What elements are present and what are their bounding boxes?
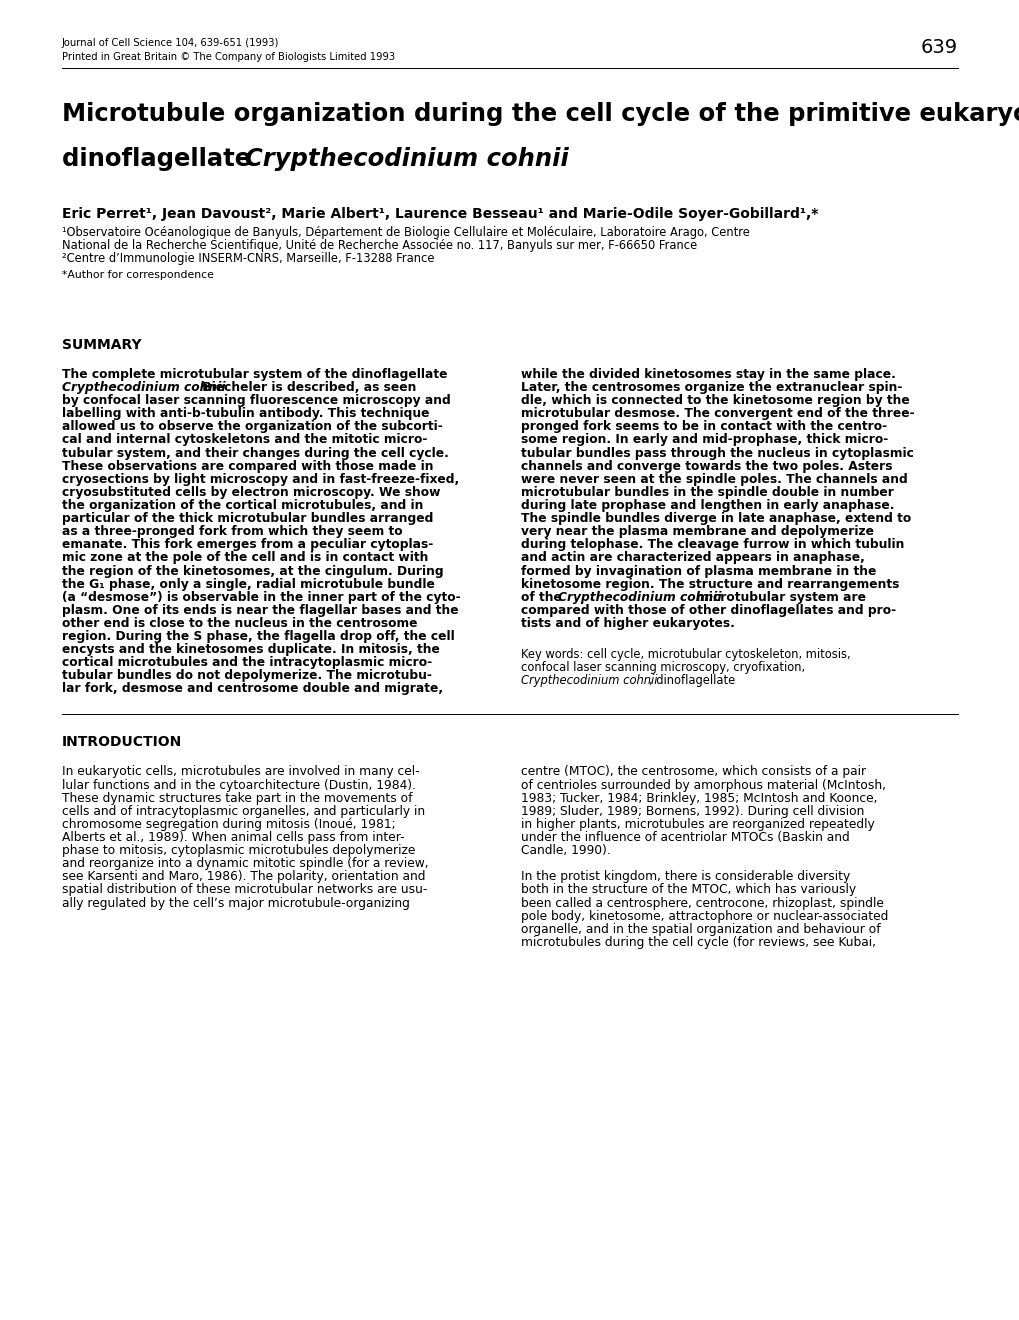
Text: Later, the centrosomes organize the extranuclear spin-: Later, the centrosomes organize the extr… xyxy=(521,381,902,395)
Text: Crypthecodinium cohnii: Crypthecodinium cohnii xyxy=(245,147,569,172)
Text: pole body, kinetosome, attractophore or nuclear-associated: pole body, kinetosome, attractophore or … xyxy=(521,909,888,923)
Text: chromosome segregation during mitosis (Inoué, 1981;: chromosome segregation during mitosis (I… xyxy=(62,818,395,832)
Text: microtubules during the cell cycle (for reviews, see Kubai,: microtubules during the cell cycle (for … xyxy=(521,936,875,949)
Text: Crypthecodinium cohnii: Crypthecodinium cohnii xyxy=(521,675,657,686)
Text: dinoflagellate: dinoflagellate xyxy=(62,147,260,172)
Text: in higher plants, microtubules are reorganized repeatedly: in higher plants, microtubules are reorg… xyxy=(521,818,874,830)
Text: cells and of intracytoplasmic organelles, and particularly in: cells and of intracytoplasmic organelles… xyxy=(62,805,425,818)
Text: during telophase. The cleavage furrow in which tubulin: during telophase. The cleavage furrow in… xyxy=(521,539,904,552)
Text: Crypthecodinium cohnii: Crypthecodinium cohnii xyxy=(62,381,225,395)
Text: Printed in Great Britain © The Company of Biologists Limited 1993: Printed in Great Britain © The Company o… xyxy=(62,51,394,62)
Text: The spindle bundles diverge in late anaphase, extend to: The spindle bundles diverge in late anap… xyxy=(521,512,910,525)
Text: In eukaryotic cells, microtubules are involved in many cel-: In eukaryotic cells, microtubules are in… xyxy=(62,766,419,779)
Text: cortical microtubules and the intracytoplasmic micro-: cortical microtubules and the intracytop… xyxy=(62,656,432,669)
Text: been called a centrosphere, centrocone, rhizoplast, spindle: been called a centrosphere, centrocone, … xyxy=(521,896,883,909)
Text: the region of the kinetosomes, at the cingulum. During: the region of the kinetosomes, at the ci… xyxy=(62,565,443,578)
Text: Key words: cell cycle, microtubular cytoskeleton, mitosis,: Key words: cell cycle, microtubular cyto… xyxy=(521,648,850,661)
Text: phase to mitosis, cytoplasmic microtubules depolymerize: phase to mitosis, cytoplasmic microtubul… xyxy=(62,843,415,857)
Text: spatial distribution of these microtubular networks are usu-: spatial distribution of these microtubul… xyxy=(62,883,427,896)
Text: centre (MTOC), the centrosome, which consists of a pair: centre (MTOC), the centrosome, which con… xyxy=(521,766,865,779)
Text: under the influence of acentriolar MTOCs (Baskin and: under the influence of acentriolar MTOCs… xyxy=(521,832,849,843)
Text: tubular bundles pass through the nucleus in cytoplasmic: tubular bundles pass through the nucleus… xyxy=(521,446,913,459)
Text: very near the plasma membrane and depolymerize: very near the plasma membrane and depoly… xyxy=(521,525,873,539)
Text: labelling with anti-b-tubulin antibody. This technique: labelling with anti-b-tubulin antibody. … xyxy=(62,408,429,420)
Text: other end is close to the nucleus in the centrosome: other end is close to the nucleus in the… xyxy=(62,616,417,630)
Text: In the protist kingdom, there is considerable diversity: In the protist kingdom, there is conside… xyxy=(521,870,850,883)
Text: Biecheler is described, as seen: Biecheler is described, as seen xyxy=(198,381,416,395)
Text: as a three-pronged fork from which they seem to: as a three-pronged fork from which they … xyxy=(62,525,403,539)
Text: channels and converge towards the two poles. Asters: channels and converge towards the two po… xyxy=(521,459,892,473)
Text: These dynamic structures take part in the movements of: These dynamic structures take part in th… xyxy=(62,792,412,805)
Text: plasm. One of its ends is near the flagellar bases and the: plasm. One of its ends is near the flage… xyxy=(62,603,459,616)
Text: lular functions and in the cytoarchitecture (Dustin, 1984).: lular functions and in the cytoarchitect… xyxy=(62,779,416,792)
Text: microtubular bundles in the spindle double in number: microtubular bundles in the spindle doub… xyxy=(521,486,893,499)
Text: of the: of the xyxy=(521,591,566,603)
Text: INTRODUCTION: INTRODUCTION xyxy=(62,735,182,750)
Text: pronged fork seems to be in contact with the centro-: pronged fork seems to be in contact with… xyxy=(521,420,887,433)
Text: tubular bundles do not depolymerize. The microtubu-: tubular bundles do not depolymerize. The… xyxy=(62,669,431,682)
Text: emanate. This fork emerges from a peculiar cytoplas-: emanate. This fork emerges from a peculi… xyxy=(62,539,433,552)
Text: The complete microtubular system of the dinoflagellate: The complete microtubular system of the … xyxy=(62,368,447,381)
Text: during late prophase and lengthen in early anaphase.: during late prophase and lengthen in ear… xyxy=(521,499,894,512)
Text: kinetosome region. The structure and rearrangements: kinetosome region. The structure and rea… xyxy=(521,578,899,590)
Text: microtubular system are: microtubular system are xyxy=(691,591,865,603)
Text: Crypthecodinium cohnii: Crypthecodinium cohnii xyxy=(557,591,720,603)
Text: the G₁ phase, only a single, radial microtubule bundle: the G₁ phase, only a single, radial micr… xyxy=(62,578,434,590)
Text: 1989; Sluder, 1989; Bornens, 1992). During cell division: 1989; Sluder, 1989; Bornens, 1992). Duri… xyxy=(521,805,863,818)
Text: *Author for correspondence: *Author for correspondence xyxy=(62,271,214,280)
Text: National de la Recherche Scientifique, Unité de Recherche Associée no. 117, Bany: National de la Recherche Scientifique, U… xyxy=(62,239,697,252)
Text: the organization of the cortical microtubules, and in: the organization of the cortical microtu… xyxy=(62,499,423,512)
Text: Candle, 1990).: Candle, 1990). xyxy=(521,843,610,857)
Text: Eric Perret¹, Jean Davoust², Marie Albert¹, Laurence Besseau¹ and Marie-Odile So: Eric Perret¹, Jean Davoust², Marie Alber… xyxy=(62,207,817,220)
Text: by confocal laser scanning fluorescence microscopy and: by confocal laser scanning fluorescence … xyxy=(62,395,450,407)
Text: compared with those of other dinoflagellates and pro-: compared with those of other dinoflagell… xyxy=(521,603,896,616)
Text: allowed us to observe the organization of the subcorti-: allowed us to observe the organization o… xyxy=(62,420,442,433)
Text: encysts and the kinetosomes duplicate. In mitosis, the: encysts and the kinetosomes duplicate. I… xyxy=(62,643,439,656)
Text: organelle, and in the spatial organization and behaviour of: organelle, and in the spatial organizati… xyxy=(521,923,879,936)
Text: of centrioles surrounded by amorphous material (McIntosh,: of centrioles surrounded by amorphous ma… xyxy=(521,779,886,792)
Text: some region. In early and mid-prophase, thick micro-: some region. In early and mid-prophase, … xyxy=(521,433,888,446)
Text: region. During the S phase, the flagella drop off, the cell: region. During the S phase, the flagella… xyxy=(62,630,454,643)
Text: microtubular desmose. The convergent end of the three-: microtubular desmose. The convergent end… xyxy=(521,408,914,420)
Text: ¹Observatoire Océanologique de Banyuls, Département de Biologie Cellulaire et Mo: ¹Observatoire Océanologique de Banyuls, … xyxy=(62,226,749,239)
Text: confocal laser scanning microscopy, cryofixation,: confocal laser scanning microscopy, cryo… xyxy=(521,661,804,675)
Text: and actin are characterized appears in anaphase,: and actin are characterized appears in a… xyxy=(521,552,864,565)
Text: ²Centre d’Immunologie INSERM-CNRS, Marseille, F-13288 France: ²Centre d’Immunologie INSERM-CNRS, Marse… xyxy=(62,252,434,265)
Text: ally regulated by the cell’s major microtubule-organizing: ally regulated by the cell’s major micro… xyxy=(62,896,410,909)
Text: formed by invagination of plasma membrane in the: formed by invagination of plasma membran… xyxy=(521,565,875,578)
Text: cal and internal cytoskeletons and the mitotic micro-: cal and internal cytoskeletons and the m… xyxy=(62,433,427,446)
Text: mic zone at the pole of the cell and is in contact with: mic zone at the pole of the cell and is … xyxy=(62,552,428,565)
Text: 1983; Tucker, 1984; Brinkley, 1985; McIntosh and Koonce,: 1983; Tucker, 1984; Brinkley, 1985; McIn… xyxy=(521,792,876,805)
Text: Microtubule organization during the cell cycle of the primitive eukaryote: Microtubule organization during the cell… xyxy=(62,102,1019,125)
Text: (a “desmose”) is observable in the inner part of the cyto-: (a “desmose”) is observable in the inner… xyxy=(62,591,461,603)
Text: 639: 639 xyxy=(920,38,957,57)
Text: dle, which is connected to the kinetosome region by the: dle, which is connected to the kinetosom… xyxy=(521,395,909,407)
Text: lar fork, desmose and centrosome double and migrate,: lar fork, desmose and centrosome double … xyxy=(62,682,442,696)
Text: These observations are compared with those made in: These observations are compared with tho… xyxy=(62,459,433,473)
Text: while the divided kinetosomes stay in the same place.: while the divided kinetosomes stay in th… xyxy=(521,368,895,381)
Text: see Karsenti and Maro, 1986). The polarity, orientation and: see Karsenti and Maro, 1986). The polari… xyxy=(62,870,425,883)
Text: and reorganize into a dynamic mitotic spindle (for a review,: and reorganize into a dynamic mitotic sp… xyxy=(62,857,428,870)
Text: , dinoflagellate: , dinoflagellate xyxy=(648,675,735,686)
Text: both in the structure of the MTOC, which has variously: both in the structure of the MTOC, which… xyxy=(521,883,855,896)
Text: cryosubstituted cells by electron microscopy. We show: cryosubstituted cells by electron micros… xyxy=(62,486,440,499)
Text: SUMMARY: SUMMARY xyxy=(62,338,142,352)
Text: were never seen at the spindle poles. The channels and: were never seen at the spindle poles. Th… xyxy=(521,473,907,486)
Text: cryosections by light microscopy and in fast-freeze-fixed,: cryosections by light microscopy and in … xyxy=(62,473,459,486)
Text: Journal of Cell Science 104, 639-651 (1993): Journal of Cell Science 104, 639-651 (19… xyxy=(62,38,279,48)
Text: particular of the thick microtubular bundles arranged: particular of the thick microtubular bun… xyxy=(62,512,433,525)
Text: tubular system, and their changes during the cell cycle.: tubular system, and their changes during… xyxy=(62,446,448,459)
Text: Alberts et al., 1989). When animal cells pass from inter-: Alberts et al., 1989). When animal cells… xyxy=(62,832,405,843)
Text: tists and of higher eukaryotes.: tists and of higher eukaryotes. xyxy=(521,616,734,630)
